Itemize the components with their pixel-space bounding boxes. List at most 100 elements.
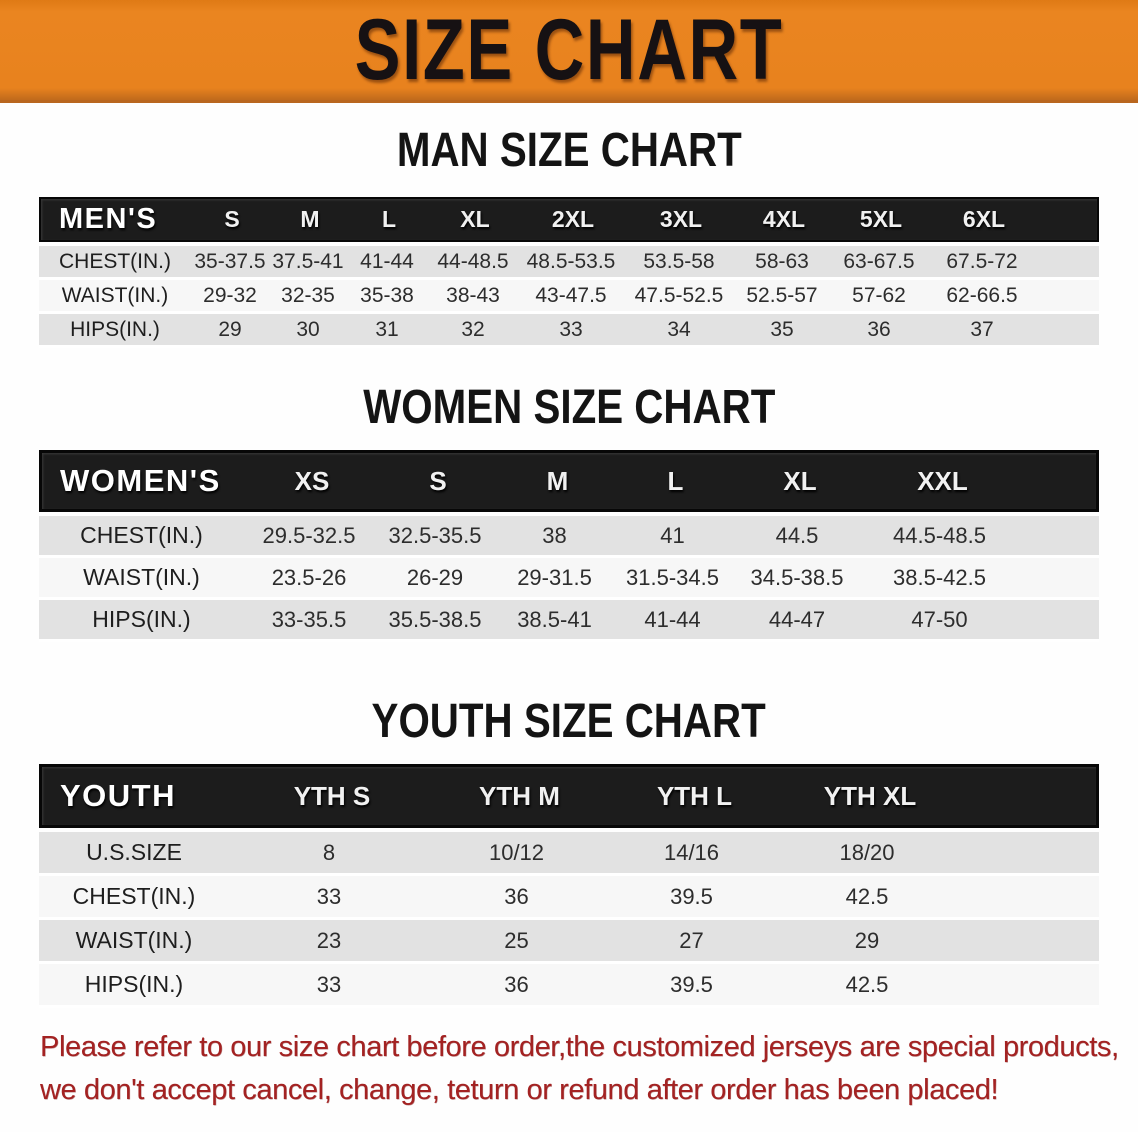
cell: 38-43 bbox=[446, 283, 500, 307]
cell: 47.5-52.5 bbox=[634, 283, 724, 307]
cell: 32.5-35.5 bbox=[388, 522, 482, 548]
cell: 57-62 bbox=[852, 283, 906, 307]
banner: SIZE CHART bbox=[0, 0, 1138, 103]
row-label: CHEST(IN.) bbox=[80, 522, 203, 548]
cell: 27 bbox=[679, 927, 704, 953]
youth-row-hips: HIPS(IN.) 33 36 39.5 42.5 bbox=[39, 964, 1099, 1008]
cell: 47-50 bbox=[911, 606, 968, 632]
cell: 33 bbox=[316, 971, 342, 997]
youth-row-chest: CHEST(IN.) 33 36 39.5 42.5 bbox=[39, 876, 1099, 920]
row-label: CHEST(IN.) bbox=[72, 883, 196, 909]
youth-size-table: YOUTH YTH S YTH M YTH L YTH XL U.S.SIZE … bbox=[39, 764, 1099, 1008]
cell: 34.5-38.5 bbox=[750, 564, 844, 590]
footer-note: Please refer to our size chart before or… bbox=[0, 1026, 1138, 1112]
cell: 62-66.5 bbox=[946, 283, 1018, 307]
cell: 38.5-42.5 bbox=[893, 564, 986, 590]
cell: 41-44 bbox=[360, 249, 414, 273]
cell: 23.5-26 bbox=[271, 564, 347, 590]
women-col-l: L bbox=[667, 465, 684, 496]
row-label: HIPS(IN.) bbox=[84, 971, 184, 997]
cell: 42.5 bbox=[845, 883, 889, 909]
cell: 43-47.5 bbox=[535, 283, 607, 307]
women-row-hips: HIPS(IN.) 33-35.5 35.5-38.5 38.5-41 41-4… bbox=[39, 600, 1099, 642]
youth-table-title: YOUTH bbox=[60, 778, 176, 813]
men-section-heading: MAN SIZE CHART bbox=[0, 127, 1138, 175]
cell: 35 bbox=[770, 317, 794, 341]
men-col-2xl: 2XL bbox=[551, 206, 595, 232]
men-table-header-bar: MEN'S S M L XL 2XL 3XL 4XL 5XL 6XL bbox=[39, 197, 1099, 242]
women-section-heading: WOMEN SIZE CHART bbox=[0, 384, 1138, 432]
row-label: WAIST(IN.) bbox=[61, 283, 169, 307]
cell: 33 bbox=[559, 317, 583, 341]
cell: 29 bbox=[854, 927, 880, 953]
cell: 33-35.5 bbox=[271, 606, 347, 632]
cell: 35-38 bbox=[360, 283, 414, 307]
men-col-6xl: 6XL bbox=[962, 206, 1006, 232]
cell: 32 bbox=[461, 317, 485, 341]
cell: 26-29 bbox=[406, 564, 464, 590]
cell: 48.5-53.5 bbox=[526, 249, 616, 273]
cell: 18/20 bbox=[839, 839, 895, 865]
footer-line-2: we don't accept cancel, change, teturn o… bbox=[40, 1074, 999, 1106]
footer-line-1: Please refer to our size chart before or… bbox=[40, 1031, 1119, 1063]
cell: 32-35 bbox=[281, 283, 335, 307]
men-row-waist: WAIST(IN.) 29-32 32-35 35-38 38-43 43-47… bbox=[39, 280, 1099, 314]
cell: 8 bbox=[322, 839, 336, 865]
cell: 44.5 bbox=[775, 522, 819, 548]
cell: 37 bbox=[970, 317, 994, 341]
cell: 38.5-41 bbox=[517, 606, 592, 632]
cell: 63-67.5 bbox=[843, 249, 915, 273]
cell: 39.5 bbox=[670, 883, 713, 909]
cell: 39.5 bbox=[670, 971, 713, 997]
youth-col-l: YTH L bbox=[656, 780, 733, 811]
cell: 36 bbox=[504, 883, 529, 909]
women-row-waist: WAIST(IN.) 23.5-26 26-29 29-31.5 31.5-34… bbox=[39, 558, 1099, 600]
cell: 37.5-41 bbox=[272, 249, 344, 273]
youth-col-s: YTH S bbox=[293, 780, 371, 811]
cell: 41-44 bbox=[644, 606, 701, 632]
cell: 30 bbox=[296, 317, 320, 341]
men-col-m: M bbox=[300, 206, 320, 232]
row-label: CHEST(IN.) bbox=[59, 249, 171, 273]
row-label: WAIST(IN.) bbox=[75, 927, 193, 953]
cell: 53.5-58 bbox=[643, 249, 715, 273]
women-col-xl: XL bbox=[783, 465, 817, 496]
cell: 35-37.5 bbox=[194, 249, 266, 273]
men-row-hips: HIPS(IN.) 29 30 31 32 33 34 35 36 37 bbox=[39, 314, 1099, 348]
youth-row-waist: WAIST(IN.) 23 25 27 29 bbox=[39, 920, 1099, 964]
women-size-table: WOMEN'S XS S M L XL XXL CHEST(IN.) 29.5-… bbox=[39, 450, 1099, 642]
cell: 29-31.5 bbox=[517, 564, 592, 590]
cell: 58-63 bbox=[755, 249, 809, 273]
row-label: WAIST(IN.) bbox=[83, 564, 200, 590]
women-table-header-bar: WOMEN'S XS S M L XL XXL bbox=[39, 450, 1099, 512]
cell: 25 bbox=[504, 927, 529, 953]
cell: 23 bbox=[316, 927, 342, 953]
youth-table-header-bar: YOUTH YTH S YTH M YTH L YTH XL bbox=[39, 764, 1099, 828]
women-col-m: M bbox=[546, 465, 569, 496]
women-heading-text: WOMEN SIZE CHART bbox=[362, 381, 776, 434]
banner-title: SIZE CHART bbox=[354, 2, 784, 98]
cell: 29-32 bbox=[203, 283, 257, 307]
cell: 35.5-38.5 bbox=[388, 606, 482, 632]
women-col-xxl: XXL bbox=[917, 465, 968, 496]
row-label: HIPS(IN.) bbox=[92, 606, 191, 632]
cell: 34 bbox=[667, 317, 691, 341]
women-row-chest: CHEST(IN.) 29.5-32.5 32.5-35.5 38 41 44.… bbox=[39, 516, 1099, 558]
cell: 31.5-34.5 bbox=[626, 564, 719, 590]
row-label: HIPS(IN.) bbox=[70, 317, 160, 341]
youth-row-ussize: U.S.SIZE 8 10/12 14/16 18/20 bbox=[39, 832, 1099, 876]
men-col-3xl: 3XL bbox=[659, 206, 703, 232]
men-table-title: MEN'S bbox=[59, 203, 158, 235]
cell: 41 bbox=[660, 522, 685, 548]
men-heading-text: MAN SIZE CHART bbox=[396, 124, 742, 177]
cell: 44-47 bbox=[768, 606, 826, 632]
women-col-xs: XS bbox=[294, 465, 330, 496]
youth-heading-text: YOUTH SIZE CHART bbox=[371, 695, 767, 748]
men-col-l: L bbox=[381, 206, 397, 232]
men-size-table: MEN'S S M L XL 2XL 3XL 4XL 5XL 6XL CHEST… bbox=[39, 197, 1099, 348]
youth-section-heading: YOUTH SIZE CHART bbox=[0, 698, 1138, 746]
women-table-title: WOMEN'S bbox=[60, 463, 221, 498]
cell: 44.5-48.5 bbox=[893, 522, 986, 548]
women-col-s: S bbox=[429, 465, 447, 496]
